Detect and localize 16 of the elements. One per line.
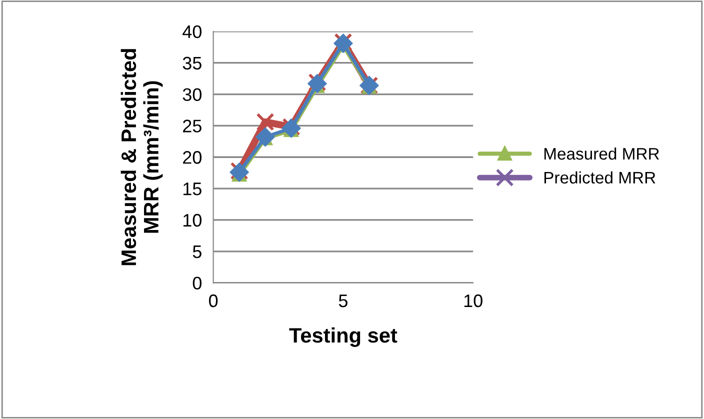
- x-axis-title: Testing set: [289, 327, 398, 347]
- y-tick-label: 35: [182, 56, 202, 70]
- x-tick-label: 0: [208, 294, 218, 308]
- y-tick-label: 15: [183, 182, 202, 196]
- y-tick-label: 5: [192, 246, 202, 258]
- y-tick-label: 30: [182, 88, 202, 101]
- y-tick-label: 0: [192, 276, 202, 290]
- y-axis-title: Measured & Predicted MRR (mm³/min): [120, 49, 163, 266]
- y-tick-label: 25: [183, 120, 202, 132]
- x-tick-label: 5: [338, 294, 348, 308]
- x-tick-label: 10: [464, 294, 482, 308]
- y-tick-label: 40: [182, 25, 202, 38]
- y-tick-label: 10: [183, 214, 202, 227]
- y-tick-label: 20: [183, 151, 202, 164]
- legend-label: Measured MRR: [544, 147, 660, 160]
- legend-label: Predicted MRR: [544, 171, 656, 184]
